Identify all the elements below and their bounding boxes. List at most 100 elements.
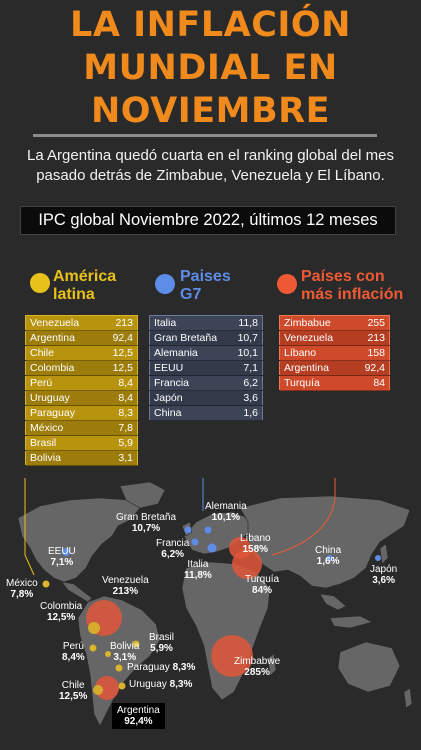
label-venezuela-name: Venezuela — [102, 575, 149, 586]
latam-country-cell: Bolivia — [25, 450, 101, 466]
g7-country-cell: Francia — [149, 375, 230, 391]
inflation-value-cell: 84 — [352, 375, 390, 391]
label-francia-value: 6,2% — [161, 549, 185, 560]
label-mexico: México 7,8% — [6, 578, 38, 600]
inflation-value-cell: 255 — [352, 315, 390, 331]
g7-table-row: Italia 11,8 — [149, 315, 263, 331]
inflation-table: Zimbabue 255 Venezuela 213 Líbano 158 Argentin… — [279, 315, 390, 391]
label-paraguay: Paraguay 8,3% — [127, 662, 195, 673]
latam-table-row: México 7,8 — [25, 420, 138, 436]
label-brasil-name: Brasil — [149, 632, 175, 643]
gran-bretana-bubble — [184, 526, 192, 534]
latam-table-row: Argentina 92,4 — [25, 330, 138, 346]
title-divider — [33, 134, 377, 137]
label-turquia-name: Turquía — [245, 574, 280, 585]
section-banner: IPC global Noviembre 2022, últimos 12 me… — [20, 206, 396, 235]
francia-bubble — [191, 538, 199, 546]
latam-table: Venezuela 213 Argentina 92,4 Chile 12,5 Colomb… — [25, 315, 138, 466]
inflation-table-row: Argentina 92,4 — [279, 360, 390, 376]
label-japon-value: 3,6% — [372, 575, 396, 586]
label-mexico-name: México — [6, 578, 38, 589]
g7-country-cell: Japón — [149, 390, 230, 406]
latam-country-cell: México — [25, 420, 101, 436]
mexico-bubble — [42, 580, 50, 588]
latam-country-cell: Perú — [25, 375, 101, 391]
g7-table-row: Gran Bretaña 10,7 — [149, 330, 263, 346]
label-paraguay-value: 8,3% — [172, 662, 196, 673]
latam-value-cell: 8,4 — [100, 375, 138, 391]
latam-country-cell: Argentina — [25, 330, 101, 346]
central-america-shape — [61, 581, 93, 603]
label-colombia-value: 12,5% — [46, 612, 76, 623]
g7-value-cell: 7,1 — [229, 360, 263, 376]
g7-table: Italia 11,8 Gran Bretaña 10,7 Alemania 10,1 EE… — [149, 315, 263, 421]
label-libano-name: Líbano — [240, 533, 271, 544]
latam-value-cell: 12,5 — [100, 360, 138, 376]
japan-shape — [379, 543, 389, 565]
latam-value-cell: 7,8 — [100, 420, 138, 436]
new-zealand-shape — [403, 687, 413, 709]
label-francia: Francia 6,2% — [156, 538, 189, 560]
g7-country-cell: Alemania — [149, 345, 230, 361]
g7-table-row: Alemania 10,1 — [149, 345, 263, 361]
inflation-title-line-1: Países con — [301, 268, 385, 285]
label-paraguay-name: Paraguay — [127, 662, 170, 673]
latam-country-cell: Uruguay — [25, 390, 101, 406]
label-argentina-value: 92,4% — [124, 716, 153, 727]
g7-dot-icon — [155, 274, 175, 294]
inflation-table-row: Zimbabue 255 — [279, 315, 390, 331]
madagascar-shape — [267, 653, 277, 677]
latam-country-cell: Colombia — [25, 360, 101, 376]
latam-value-cell: 3,1 — [100, 450, 138, 466]
latam-value-cell: 12,5 — [100, 345, 138, 361]
latam-title-line-2: latina — [53, 286, 95, 303]
label-uruguay: Uruguay 8,3% — [129, 679, 192, 690]
latam-table-row: Bolivia 3,1 — [25, 450, 138, 466]
latam-title-line-1: América — [53, 268, 117, 285]
inflation-country-cell: Venezuela — [279, 330, 353, 346]
australia-shape — [337, 641, 401, 693]
g7-value-cell: 3,6 — [229, 390, 263, 406]
inflation-dot-icon — [277, 274, 297, 294]
latam-value-cell: 5,9 — [100, 435, 138, 451]
inflation-title: Países con más inflación — [301, 268, 403, 304]
latam-table-row: Venezuela 213 — [25, 315, 138, 331]
g7-table-row: Japón 3,6 — [149, 390, 263, 406]
label-bolivia-value: 3,1% — [113, 652, 137, 663]
label-zimbabwe-name: Zimbabwe — [234, 656, 281, 667]
inflation-value-cell: 158 — [352, 345, 390, 361]
label-chile-name: Chile — [61, 680, 85, 691]
latam-table-row: Chile 12,5 — [25, 345, 138, 361]
inflation-table-row: Líbano 158 — [279, 345, 390, 361]
label-turquia: Turquía 84% — [245, 574, 279, 596]
g7-table-row: Francia 6,2 — [149, 375, 263, 391]
title-line-2: MUNDIAL EN — [83, 48, 338, 88]
label-china-name: China — [315, 545, 342, 556]
inflation-value-cell: 92,4 — [352, 360, 390, 376]
label-uruguay-name: Uruguay — [129, 679, 167, 690]
latam-country-cell: Paraguay — [25, 405, 101, 421]
g7-country-cell: Gran Bretaña — [149, 330, 230, 346]
label-eeuu-value: 7,1% — [50, 557, 74, 568]
label-turquia-value: 84% — [252, 585, 273, 596]
latam-table-row: Colombia 12,5 — [25, 360, 138, 376]
label-uruguay-value: 8,3% — [169, 679, 193, 690]
g7-title: Paises G7 — [180, 268, 231, 304]
label-alemania-value: 10,1% — [211, 512, 241, 523]
latam-table-row: Uruguay 8,4 — [25, 390, 138, 406]
paraguay-bubble — [115, 664, 123, 672]
label-peru-value: 8,4% — [62, 652, 85, 663]
greenland-shape — [119, 481, 166, 509]
label-eeuu: EEUU 7,1% — [48, 546, 76, 568]
label-brasil-value: 5,9% — [150, 643, 173, 654]
inflation-country-cell: Líbano — [279, 345, 353, 361]
latam-table-row: Brasil 5,9 — [25, 435, 138, 451]
label-gran-bretana: Gran Bretaña 10,7% — [116, 512, 176, 534]
g7-country-cell: Italia — [149, 315, 230, 331]
inflation-connector-line — [271, 390, 336, 556]
label-china-value: 1,6% — [316, 556, 340, 567]
label-italia-value: 11,8% — [184, 570, 212, 581]
latam-country-cell: Brasil — [25, 435, 101, 451]
bubbles — [42, 526, 381, 700]
label-japon: Japón 3,6% — [370, 564, 397, 586]
